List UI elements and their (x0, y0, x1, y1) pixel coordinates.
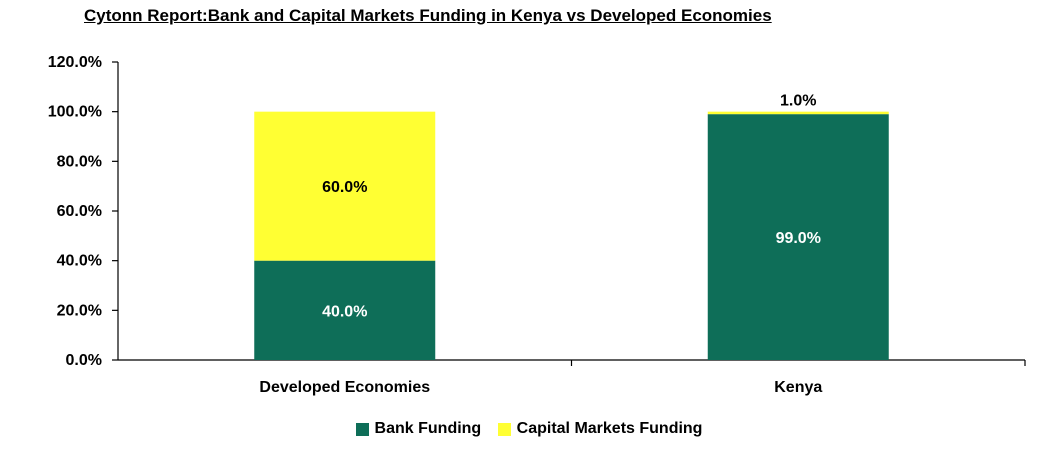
chart-legend: Bank Funding Capital Markets Funding (0, 420, 1058, 441)
legend-label-capital-markets-funding: Capital Markets Funding (516, 420, 703, 437)
y-tick-label: 0.0% (66, 352, 102, 369)
y-tick-label: 120.0% (48, 54, 102, 71)
legend-swatch-bank-funding (355, 422, 369, 436)
legend-item-capital-markets-funding: Capital Markets Funding (497, 420, 703, 438)
bar-segment (254, 260, 436, 360)
x-category-label: Kenya (774, 379, 822, 396)
bar-segment (707, 111, 889, 115)
bar-segment (707, 114, 889, 361)
legend-label-bank-funding: Bank Funding (374, 420, 482, 437)
bar-segment (254, 111, 436, 261)
data-label: 1.0% (780, 93, 816, 110)
y-tick-label: 100.0% (48, 104, 102, 121)
chart-plot: 0.0% 20.0% 40.0% 60.0% 80.0% 100.0% 120.0% 40.0… (48, 54, 1026, 396)
y-tick-label: 60.0% (57, 203, 102, 220)
chart-title: Cytonn Report:Bank and Capital Markets F… (84, 6, 772, 25)
data-label: 60.0% (322, 179, 367, 196)
data-label: 99.0% (776, 230, 821, 247)
y-tick-label: 40.0% (57, 253, 102, 270)
legend-item-bank-funding: Bank Funding (355, 420, 482, 438)
data-label: 40.0% (322, 303, 367, 320)
legend-swatch-capital-markets-funding (497, 422, 511, 436)
y-tick-label: 20.0% (57, 302, 102, 319)
x-category-label: Developed Economies (259, 379, 430, 396)
y-tick-label: 80.0% (57, 153, 102, 170)
